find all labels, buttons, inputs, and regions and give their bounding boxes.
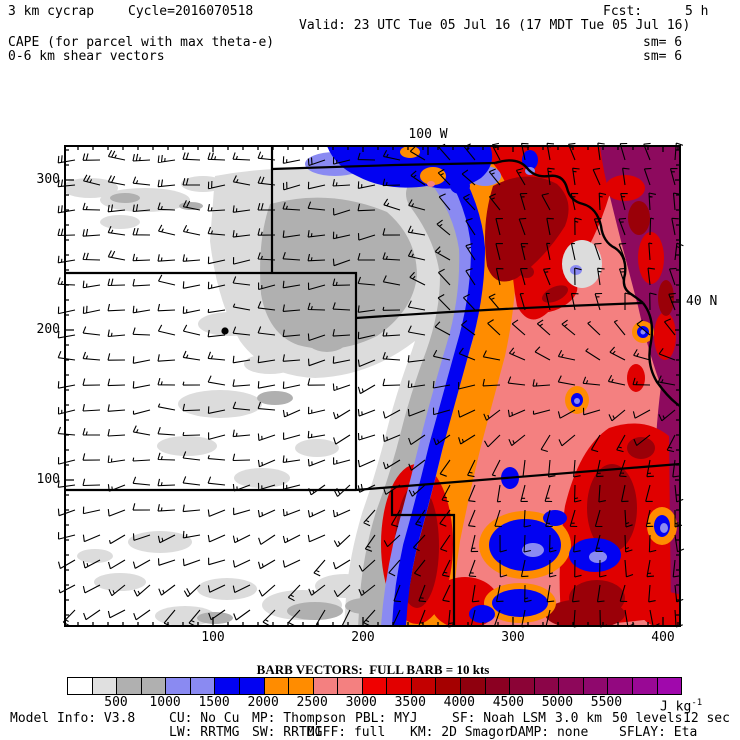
colorbar-unit: J kg-1 xyxy=(660,698,703,715)
model-info-item: 3.0 km xyxy=(555,711,602,726)
latitude-label: 40 N xyxy=(686,294,718,309)
smooth-value-2: sm= 6 xyxy=(643,49,683,64)
colorbar-cell xyxy=(657,678,682,694)
colorbar-tick-label: 500 xyxy=(104,695,128,710)
model-info-item: DIFF: full xyxy=(307,725,386,740)
colorbar-cell xyxy=(117,678,142,694)
x-axis-label-200: 200 xyxy=(351,630,375,645)
model-info-item: 50 levels xyxy=(612,711,683,726)
colorbar-cell xyxy=(583,678,609,694)
colorbar-cell xyxy=(362,678,388,694)
colorbar-cell xyxy=(510,678,535,694)
colorbar-cell xyxy=(608,678,633,694)
colorbar-cell xyxy=(215,678,240,694)
southdakota-nebraska-border xyxy=(271,161,496,171)
model-info-item: SFLAY: Eta xyxy=(619,725,698,740)
model-info-item: 12 sec xyxy=(683,711,730,726)
station-dot xyxy=(221,327,229,335)
colorbar-cell xyxy=(436,678,461,694)
map-frame xyxy=(64,145,681,627)
colorbar-tick-label: 1000 xyxy=(149,695,181,710)
model-info-item: PBL: MYJ xyxy=(355,711,418,726)
colorbar-cell xyxy=(92,678,118,694)
missouri-river-line xyxy=(494,159,680,407)
colorbar-tick-label: 5000 xyxy=(541,695,574,710)
model-info-item: MP: Thompson xyxy=(252,711,346,726)
colorbar-cell xyxy=(485,678,511,694)
cycle-label: Cycle=2016070518 xyxy=(128,4,254,19)
y-axis-label-200: 200 xyxy=(36,322,60,337)
oklahoma-texas-panhandle-border xyxy=(390,490,456,626)
colorbar-tick-label: 3000 xyxy=(345,695,377,710)
longitude-label: 100 W xyxy=(408,127,448,142)
colorbar-tick-label: 4000 xyxy=(443,695,475,710)
colorbar-cell xyxy=(461,678,486,694)
model-name: 3 km cycrap xyxy=(8,4,95,19)
dryline-blue xyxy=(392,155,486,626)
colorbar-tick-label: 1500 xyxy=(198,695,230,710)
x-axis-label-300: 300 xyxy=(501,630,525,645)
fcst-label: Fcst: xyxy=(603,4,643,19)
colorbar-cell xyxy=(166,678,191,694)
colorbar-cell xyxy=(239,678,265,694)
colorbar-cell xyxy=(338,678,363,694)
colorbar-tick-label: 3500 xyxy=(394,695,426,710)
colorbar-cell xyxy=(289,678,314,694)
colorbar-cell xyxy=(68,678,93,694)
colorbar-cell xyxy=(387,678,412,694)
model-info-item: CU: No Cu xyxy=(169,711,240,726)
model-info-item: LW: RRTMG xyxy=(169,725,240,740)
colorbar-cell xyxy=(264,678,290,694)
colorbar-tick-label: 2000 xyxy=(247,695,279,710)
model-info-item: Model Info: V3.8 xyxy=(10,711,136,726)
colorbar-tick-label: 4500 xyxy=(492,695,525,710)
colorbar-cell xyxy=(632,678,658,694)
model-info-item: DAMP: none xyxy=(510,725,589,740)
cape-fill-layer xyxy=(65,146,680,626)
cape-bullseye-features xyxy=(565,321,677,545)
field-title: CAPE (for parcel with max theta-e) xyxy=(8,35,275,50)
axis-ticks xyxy=(65,146,680,626)
field-subtitle: 0-6 km shear vectors xyxy=(8,49,165,64)
colorbar-tick-label: 5500 xyxy=(590,695,623,710)
colorbar-cell xyxy=(559,678,584,694)
colorbar-cell xyxy=(190,678,216,694)
barb-legend-title: BARB VECTORS: FULL BARB = 10 kts xyxy=(256,662,490,677)
colorbar-tick-label: 2500 xyxy=(296,695,328,710)
model-info-item: KM: 2D Smagor xyxy=(410,725,512,740)
colorbar-cell xyxy=(534,678,560,694)
cape-colorbar xyxy=(67,677,682,695)
model-info-item: SF: Noah LSM xyxy=(452,711,546,726)
cape-island xyxy=(562,240,602,288)
fcst-value: 5 h xyxy=(685,4,709,19)
y-axis-label-300: 300 xyxy=(36,172,60,187)
cape-map xyxy=(35,120,710,652)
cape-red-regions xyxy=(475,146,620,320)
colorbar-cell xyxy=(313,678,339,694)
colorbar-cell xyxy=(411,678,437,694)
wind-barbs-layer xyxy=(57,142,685,628)
colorbar-cell xyxy=(141,678,167,694)
cape-red-in-purple xyxy=(605,175,676,392)
valid-time: Valid: 23 UTC Tue 05 Jul 16 (17 MDT Tue … xyxy=(299,18,691,33)
y-axis-label-100: 100 xyxy=(36,472,60,487)
smooth-value-1: sm= 6 xyxy=(643,35,683,50)
model-info-item: SW: RRTMG xyxy=(252,725,323,740)
x-axis-label-400: 400 xyxy=(651,630,675,645)
x-axis-label-100: 100 xyxy=(201,630,225,645)
